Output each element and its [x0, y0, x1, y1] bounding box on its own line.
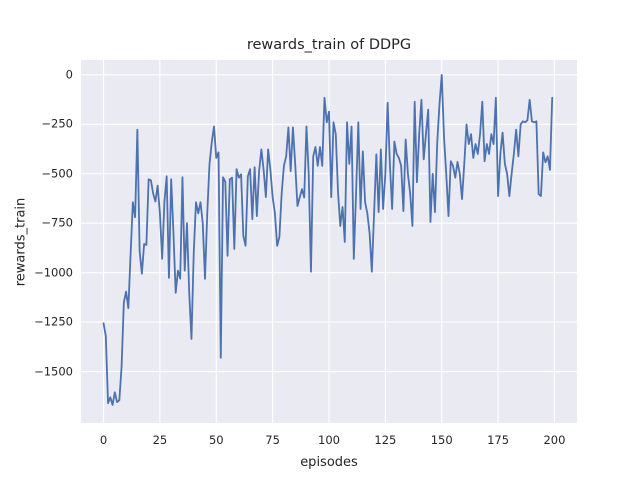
x-tick-label: 200	[543, 433, 566, 447]
x-tick-label: 75	[265, 433, 280, 447]
reward-series-line	[102, 73, 554, 406]
y-tick-label: 0	[65, 67, 73, 82]
y-tick-label: −1500	[34, 363, 73, 378]
y-tick-label: −1000	[34, 264, 73, 279]
x-tick-label: 50	[208, 433, 224, 447]
x-tick-label: 100	[318, 433, 340, 447]
chart-title: rewards_train of DDPG	[246, 37, 412, 53]
x-tick-label: 125	[374, 433, 397, 447]
y-axis-label: rewards_train	[13, 197, 29, 287]
y-tick-label: −500	[41, 165, 73, 180]
x-tick-label: 25	[152, 433, 168, 447]
y-tick-label: −1250	[34, 314, 73, 329]
x-tick-label: 150	[430, 433, 453, 447]
y-tick-label: −250	[41, 116, 73, 131]
x-tick-label: 175	[487, 433, 510, 447]
x-tick-label: 0	[99, 433, 108, 447]
x-axis-label: episodes	[300, 455, 358, 470]
y-tick-label: −750	[41, 215, 73, 230]
